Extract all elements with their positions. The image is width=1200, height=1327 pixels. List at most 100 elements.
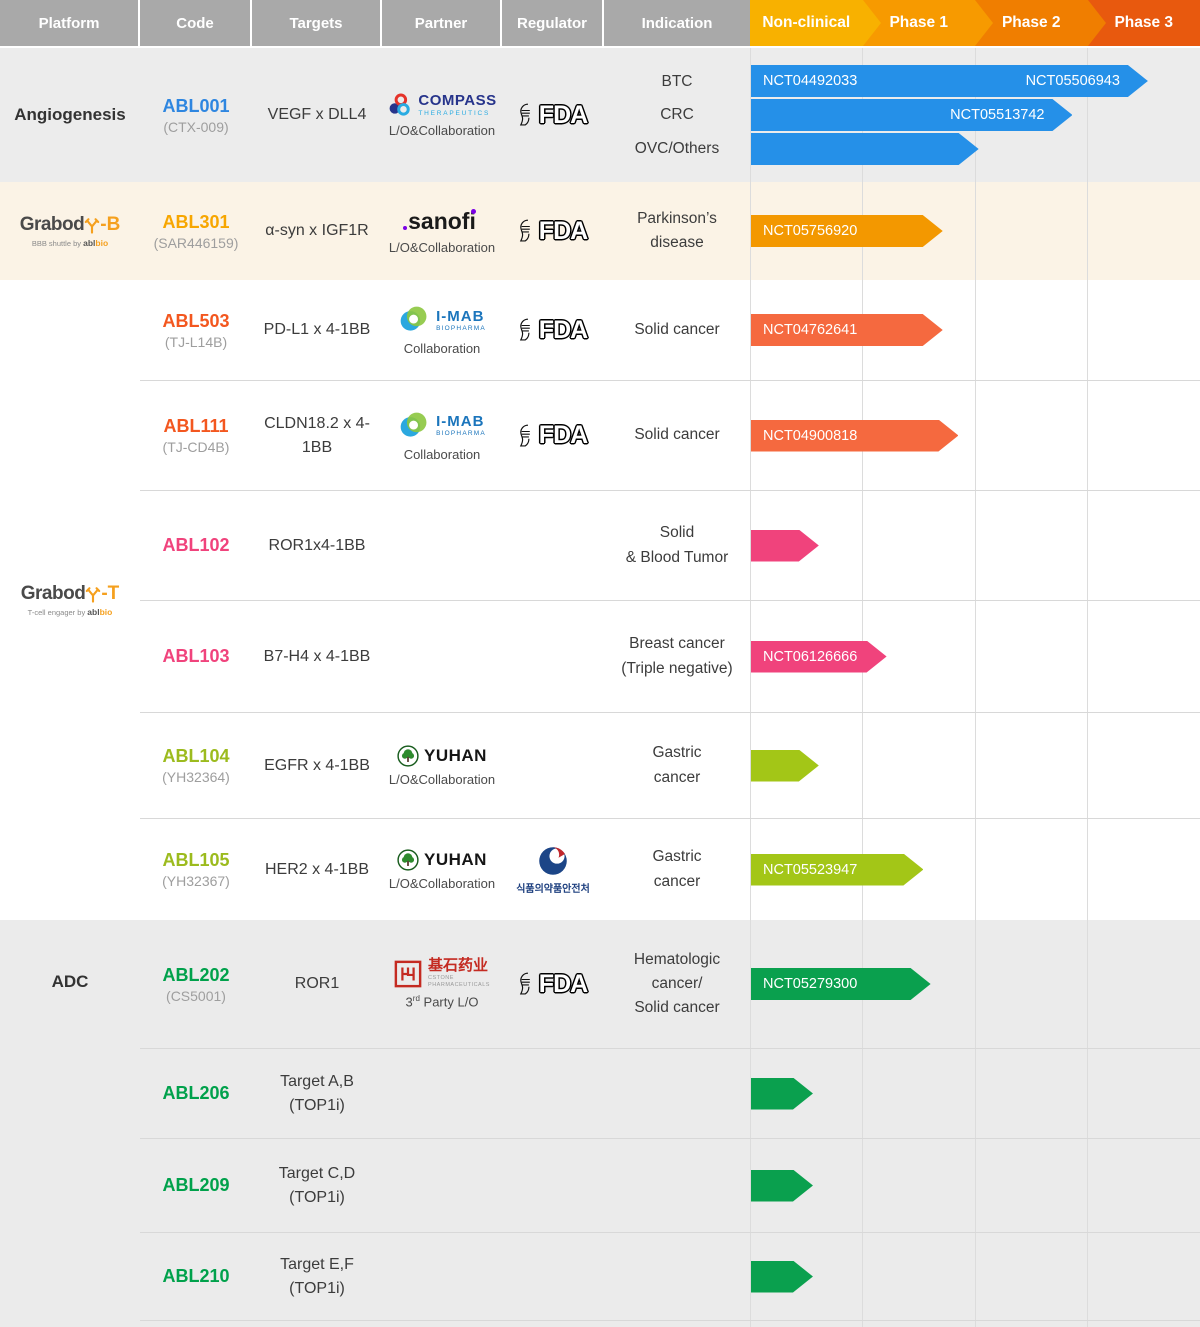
phase-track (750, 713, 1200, 818)
fda-eagle-icon (519, 103, 530, 126)
program-code-alias: (TJ-L14B) (164, 333, 228, 350)
phase-header-phase-1: Phase 1 (862, 0, 993, 46)
pipeline-row-abl209: ABL209 Target C,D (TOP1i) (140, 1138, 1200, 1232)
platform-cell-grabody-t: Grabod -T T-cell engager by ablbio (0, 280, 140, 920)
platform-label: Angiogenesis (14, 105, 126, 124)
phase-track: NCT06126666 (750, 601, 1200, 712)
column-header-regulator: Regulator (502, 0, 604, 46)
trial-id[interactable]: NCT05756920 (763, 223, 858, 239)
program-code-alias: (CTX-009) (163, 118, 229, 135)
section-angiogenesis: Angiogenesis ABL001 (CTX-009) VEGF x DLL… (0, 48, 1200, 182)
platform-cell-grabody-b: Grabod -B BBB shuttle by ablbio (0, 182, 140, 280)
trial-bar[interactable]: NCT05756920 (751, 215, 943, 247)
fda-eagle-icon (519, 972, 530, 995)
ablbio-wordmark: abl (87, 607, 100, 617)
indication-line: Gastric (652, 848, 702, 866)
partner-name-3: PHARMACEUTICALS (428, 982, 490, 989)
antibody-y-icon (86, 586, 101, 603)
brand-tagline: T-cell engager by (27, 608, 86, 617)
phase-track: NCT04900818 (750, 381, 1200, 490)
section-grabody-b: Grabod -B BBB shuttle by ablbio ABL301 (… (0, 182, 1200, 280)
fda-logo: FDA (519, 970, 588, 999)
pipeline-row-abl102: ABL102 ROR1x4-1BB Solid & Blood Tumor (140, 490, 1200, 600)
phase-label: Phase 2 (1001, 14, 1061, 31)
trial-id[interactable]: NCT05506943 (1025, 73, 1120, 89)
phase-track: NCT04762641 (750, 280, 1200, 380)
trial-bar[interactable]: NCT04492033 NCT05506943 (751, 65, 1148, 97)
targets-text: Target E,F (280, 1255, 354, 1273)
trial-id[interactable]: NCT06126666 (763, 648, 858, 665)
partner-name-2: THERAPEUTICS (418, 109, 491, 117)
phase-track (750, 1139, 1200, 1232)
program-code: ABL503 (162, 310, 230, 331)
trial-bar[interactable]: NCT04900818 (751, 420, 958, 452)
trial-bar[interactable]: NCT06126666 (751, 641, 887, 673)
indication-line: cancer (653, 768, 701, 786)
program-code: ABL104 (162, 746, 230, 766)
pipeline-row-abl206: ABL206 Target A,B (TOP1i) (140, 1048, 1200, 1138)
brand-suffix: -T (101, 583, 120, 604)
trial-id[interactable]: NCT05513742 (950, 107, 1045, 123)
deal-type-label: Collaboration (403, 341, 481, 356)
table-header: Platform Code Targets Partner Regulator … (0, 0, 1200, 48)
indication-line: cancer/ (651, 974, 703, 992)
phase-track: NCT05279300 (750, 920, 1200, 1048)
chevron-right-icon (1087, 0, 1106, 46)
partner-name: COMPASS (418, 92, 497, 110)
indication-line: Solid cancer (634, 320, 720, 338)
program-code: ABL209 (162, 1175, 230, 1195)
targets-text: (TOP1i) (289, 1096, 345, 1114)
phase-track: NCT05523947 (750, 819, 1200, 920)
pipeline-row-abl111: ABL111 (TJ-CD4B) CLDN18.2 x 4-1BB I-MAB … (140, 380, 1200, 490)
pipeline-row-abl210: ABL210 Target E,F (TOP1i) (140, 1232, 1200, 1320)
partner-name: YUHAN (424, 849, 487, 869)
brand-text: Grabod (19, 214, 85, 235)
trial-bar (751, 1261, 813, 1293)
column-header-code: Code (140, 0, 252, 46)
imab-logo: I-MAB BIOPHARMA (398, 304, 486, 336)
chevron-right-icon (975, 0, 993, 46)
partner-name: YUHAN (424, 745, 487, 765)
trial-id[interactable]: NCT04900818 (763, 427, 858, 444)
regulator-label: FDA (538, 100, 588, 129)
program-code: ABL301 (162, 211, 230, 232)
pipeline-row-abl103: ABL103 B7-H4 x 4-1BB Breast cancer (Trip… (140, 600, 1200, 712)
phase-label: Non-clinical (762, 14, 851, 31)
trial-bar[interactable]: NCT04762641 (751, 314, 943, 346)
indication-line: Solid cancer (634, 999, 720, 1016)
trial-bar[interactable]: NCT05523947 (751, 854, 923, 886)
phase-track: NCT04492033 NCT05506943 NCT05513742 (750, 48, 1200, 182)
indication-line: Solid cancer (634, 426, 720, 444)
grabody-b-logo: Grabod -B BBB shuttle by ablbio (20, 214, 121, 248)
indication-line: cancer (653, 872, 701, 890)
platform-cell-adc: ADC (0, 920, 140, 1327)
column-header-indication: Indication (604, 0, 750, 46)
trial-id[interactable]: NCT05523947 (763, 861, 858, 878)
targets-text: PD-L1 x 4-1BB (263, 321, 371, 338)
program-code-alias: (SAR446159) (153, 234, 239, 251)
trial-bar[interactable]: NCT05513742 (751, 99, 1072, 131)
partner-name-2: BIOPHARMA (436, 324, 486, 332)
yuhan-tree-icon (397, 848, 419, 871)
grabody-t-logo: Grabod -T T-cell engager by ablbio (21, 583, 120, 617)
partner-name-2: BIOPHARMA (436, 430, 486, 437)
indication-line: & Blood Tumor (625, 548, 729, 566)
program-code: ABL105 (162, 850, 230, 870)
trial-id[interactable]: NCT04762641 (763, 322, 858, 338)
fda-eagle-icon (519, 424, 530, 446)
trial-id[interactable]: NCT05279300 (763, 976, 858, 992)
phase-label: Phase 3 (1114, 14, 1174, 31)
section-grabody-t: Grabod -T T-cell engager by ablbio ABL50… (0, 280, 1200, 920)
trial-id[interactable]: NCT04492033 (763, 73, 858, 89)
platform-cell-angiogenesis: Angiogenesis (0, 48, 140, 182)
targets-text: ROR1 (294, 975, 340, 992)
deal-type-label: 3rd Party L/O (405, 994, 479, 1010)
targets-text: HER2 x 4-1BB (264, 860, 370, 878)
partner-name-2: CSTONE (428, 974, 454, 981)
phase-header-non-clinical: Non-clinical (750, 0, 881, 46)
indication-line: CRC (660, 106, 694, 124)
deal-type-label: L/O&Collaboration (388, 875, 496, 891)
trial-bar[interactable]: NCT05279300 (751, 968, 931, 1000)
program-code: ABL111 (163, 416, 229, 436)
program-code-alias: (TJ-CD4B) (162, 439, 230, 455)
